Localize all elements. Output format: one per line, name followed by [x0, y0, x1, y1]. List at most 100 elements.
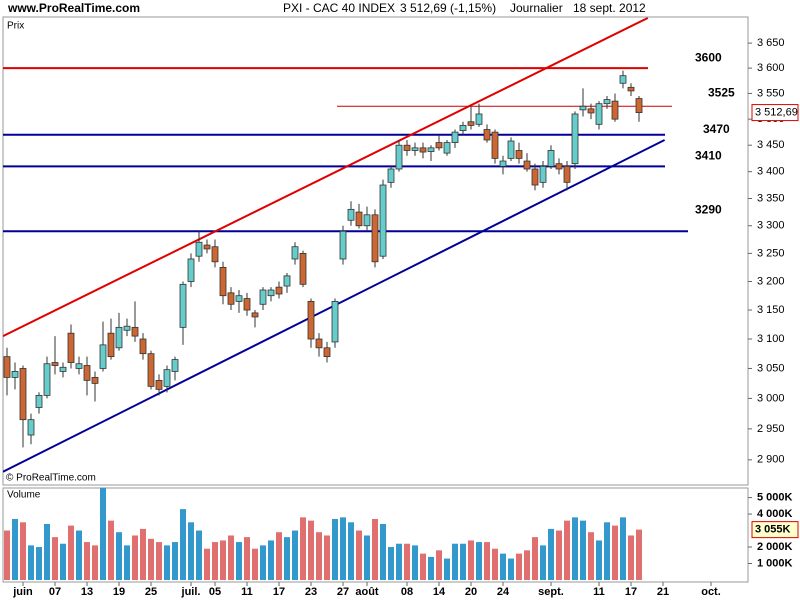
candle-body — [419, 147, 427, 153]
candle-body — [203, 244, 211, 250]
candle-body — [507, 140, 515, 159]
volume-bar — [468, 540, 474, 580]
candle-body — [283, 275, 291, 287]
candle-body — [75, 363, 83, 369]
volume-bar — [228, 535, 234, 580]
volume-bar — [620, 517, 626, 580]
x-tick-label: 13 — [81, 586, 93, 598]
volume-bar — [412, 545, 418, 580]
candle-body — [51, 362, 59, 366]
candle-body — [579, 105, 587, 111]
volume-bar — [12, 518, 18, 580]
volume-bar — [340, 517, 346, 580]
candle-body — [443, 142, 451, 154]
volume-bar — [36, 547, 42, 580]
volume-bar — [148, 538, 154, 580]
volume-bar — [588, 532, 594, 580]
volume-tick-label: 4 000K — [757, 508, 793, 520]
x-tick-label: 11 — [593, 586, 605, 598]
y-tick-label: 3 450 — [757, 139, 785, 151]
y-tick-label: 3 000 — [757, 392, 785, 404]
x-tick-label: 24 — [497, 586, 510, 598]
y-tick-label: 2 950 — [757, 423, 785, 435]
volume-bar — [612, 525, 618, 580]
candle-body — [195, 241, 203, 257]
y-tick-label: 3 050 — [757, 362, 785, 374]
candle-body — [339, 230, 347, 260]
candle-body — [355, 211, 363, 227]
candle-body — [147, 353, 155, 387]
candle-body — [387, 168, 395, 183]
volume-bar — [428, 556, 434, 580]
date: 18 sept. 2012 — [573, 1, 646, 15]
volume-bar — [532, 537, 538, 580]
volume-bar — [492, 548, 498, 580]
volume-bar — [268, 540, 274, 580]
volume-bar — [44, 523, 50, 580]
x-tick-label: 23 — [305, 586, 317, 598]
volume-bar — [4, 530, 10, 580]
volume-bar — [348, 522, 354, 580]
volume-bar — [596, 540, 602, 580]
volume-bar — [388, 547, 394, 580]
x-tick-label: 27 — [337, 586, 349, 598]
volume-bar — [84, 542, 90, 580]
candle-body — [347, 208, 355, 221]
volume-label: Volume — [7, 490, 41, 501]
candle-body — [179, 283, 187, 328]
candle-body — [307, 301, 315, 340]
volume-bar — [580, 520, 586, 580]
candle-body — [603, 99, 611, 105]
volume-bar — [68, 525, 74, 580]
candle-body — [403, 144, 411, 151]
volume-bar — [212, 542, 218, 580]
candle-body — [43, 363, 51, 396]
candle-body — [19, 368, 27, 421]
x-tick-label: 19 — [113, 586, 125, 598]
candle-body — [435, 142, 443, 149]
volume-bar — [444, 558, 450, 580]
candle-body — [491, 131, 499, 159]
x-tick-label: 11 — [241, 586, 253, 598]
x-tick-label: août — [355, 586, 379, 598]
candle-body — [291, 246, 299, 260]
volume-tick-label: 1 000K — [757, 557, 793, 569]
period: Journalier — [510, 1, 563, 15]
candle-body — [3, 356, 11, 378]
volume-bar — [276, 532, 282, 580]
volume-bar — [420, 553, 426, 580]
volume-bar — [172, 542, 178, 580]
volume-bar — [436, 550, 442, 580]
candle-body — [59, 366, 67, 372]
candle-body — [363, 214, 371, 227]
candle-body — [467, 121, 475, 126]
volume-bar — [332, 518, 338, 580]
candle-body — [427, 147, 435, 152]
volume-bar — [636, 529, 642, 580]
volume-bar — [52, 537, 58, 580]
volume-bar — [140, 528, 146, 580]
x-tick-label: 21 — [657, 586, 669, 598]
candle-body — [139, 338, 147, 355]
volume-bar — [404, 543, 410, 580]
level-label: 3470 — [703, 122, 730, 136]
volume-bar — [308, 520, 314, 580]
candle-body — [587, 108, 595, 114]
volume-tick-label: 5 000K — [757, 491, 793, 503]
volume-bar — [476, 542, 482, 580]
volume-bar — [92, 545, 98, 580]
volume-bar — [116, 532, 122, 580]
volume-marker-label: 3 055K — [755, 524, 791, 536]
volume-bar — [356, 530, 362, 580]
candle-body — [499, 160, 507, 167]
volume-bar — [364, 535, 370, 580]
candle-body — [211, 246, 219, 263]
x-tick-label: 08 — [401, 586, 413, 598]
volume-bar — [484, 542, 490, 580]
volume-bar — [196, 530, 202, 580]
x-tick-label: juin — [12, 586, 33, 598]
candle-body — [11, 371, 19, 378]
candle-body — [379, 184, 387, 257]
volume-bar — [260, 545, 266, 580]
y-tick-label: 3 200 — [757, 275, 785, 287]
